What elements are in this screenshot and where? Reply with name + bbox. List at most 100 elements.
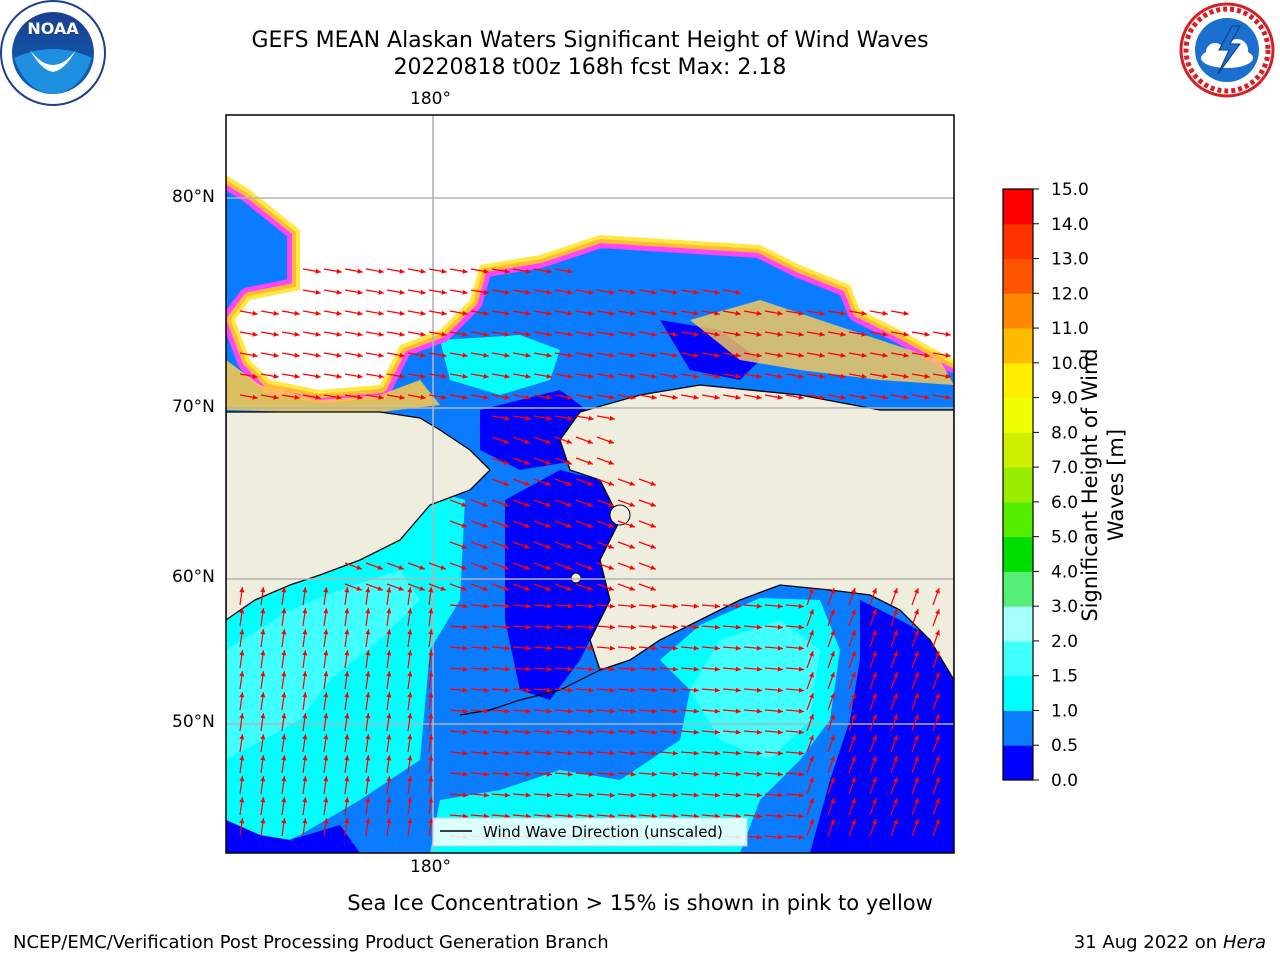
wave-arrow-head — [239, 797, 245, 803]
wave-arrow-head — [882, 310, 888, 316]
wave-arrow-head — [587, 565, 593, 570]
colorbar-segment — [1003, 640, 1033, 677]
wave-arrow-head — [399, 352, 405, 358]
wave-arrow-head — [851, 693, 856, 699]
wave-arrow-head — [302, 608, 308, 614]
wave-arrow-head — [323, 755, 329, 761]
wave-arrow-head — [252, 331, 258, 337]
wave-arrow-head — [386, 713, 392, 719]
colorbar-segment — [1003, 328, 1033, 364]
wave-arrow-head — [407, 776, 413, 782]
wave-arrow-head — [428, 734, 434, 740]
wave-arrow-head — [935, 777, 940, 783]
wave-arrow-head — [809, 714, 814, 720]
wave-arrow-head — [483, 624, 489, 630]
wave-arrow-head — [386, 692, 392, 698]
wave-arrow-head — [441, 394, 447, 400]
wave-arrow-head — [546, 603, 552, 609]
wave-arrow-head — [588, 373, 594, 379]
wave-arrow-head — [756, 624, 762, 630]
wave-arrow-head — [924, 331, 930, 337]
wave-arrow-head — [386, 587, 392, 593]
wave-arrow-head — [609, 373, 615, 379]
wave-arrow-head — [777, 792, 783, 798]
wave-arrow-head — [344, 692, 350, 698]
wave-arrow-head — [693, 331, 699, 337]
wave-arrow-head — [672, 687, 678, 693]
wave-arrow-head — [651, 708, 657, 714]
wave-arrow-head — [323, 818, 329, 824]
wave-arrow-head — [483, 645, 489, 651]
wave-arrow-head — [260, 650, 266, 656]
wave-arrow-head — [651, 603, 657, 609]
colorbar-segment — [1003, 467, 1033, 503]
wave-arrow-head — [630, 310, 636, 316]
aleutian-chain — [459, 669, 601, 716]
wave-arrow-head — [714, 373, 720, 379]
colorbar-segment — [1003, 432, 1033, 468]
wave-arrow-head — [756, 373, 762, 379]
wave-arrow-head — [504, 624, 510, 630]
wave-arrow-head — [872, 693, 877, 699]
wave-arrow-head — [503, 544, 509, 549]
colorbar-tick-label: 13.0 — [1051, 250, 1089, 270]
wave-arrow-head — [462, 289, 468, 295]
wave-arrow-head — [399, 268, 405, 274]
wave-arrow-head — [462, 687, 468, 693]
wave-arrow-head — [302, 629, 308, 635]
wave-arrow-head — [672, 645, 678, 651]
wave-arrow-head — [851, 609, 856, 615]
wave-arrow-head — [809, 798, 814, 804]
wave-arrow-head — [315, 394, 321, 400]
wave-arrow-head — [693, 813, 699, 819]
wave-arrow-head — [651, 331, 657, 337]
colorbar-tick-label: 4.0 — [1051, 562, 1078, 582]
wave-arrow-head — [483, 394, 489, 400]
wave-arrow-head — [239, 671, 245, 677]
wave-arrow-head — [399, 331, 405, 337]
wave-arrow-head — [323, 650, 329, 656]
wave-arrow-head — [588, 771, 594, 777]
wave-arrow-head — [525, 289, 531, 295]
wave-arrow-head — [503, 523, 509, 528]
wave-arrow-head — [893, 735, 898, 741]
wave-arrow-head — [714, 352, 720, 358]
wave-arrow-head — [428, 629, 434, 635]
wave-arrow-head — [462, 645, 468, 651]
colorbar-segment — [1003, 606, 1033, 642]
wave-arrow-head — [420, 310, 426, 316]
wave-arrow-head — [608, 586, 614, 591]
wave-arrow-head — [524, 523, 530, 528]
wave-arrow-head — [440, 565, 446, 570]
colorbar-segment — [1003, 675, 1033, 711]
wave-arrow-head — [798, 792, 804, 798]
wave-arrow-head — [872, 609, 877, 615]
wave-arrow-head — [281, 713, 287, 719]
wave-arrow-head — [281, 818, 287, 824]
wave-arrow-head — [588, 289, 594, 295]
wave-arrow-head — [504, 331, 510, 337]
wave-arrow-head — [273, 331, 279, 337]
wave-arrow-head — [588, 687, 594, 693]
wave-arrow-head — [504, 603, 510, 609]
wave-arrow-head — [609, 792, 615, 798]
wave-arrow-head — [735, 603, 741, 609]
wave-arrow-head — [525, 813, 531, 819]
wave-arrow-head — [608, 502, 614, 507]
noaa-logo-text: NOAA — [27, 19, 79, 38]
wave-arrow-head — [914, 819, 919, 825]
wave-arrow-head — [851, 798, 856, 804]
wave-arrow-head — [672, 771, 678, 777]
wave-arrow-head — [777, 834, 783, 840]
wave-arrow-head — [365, 671, 371, 677]
wave-arrow-head — [882, 352, 888, 358]
colorbar-tick-label: 15.0 — [1051, 180, 1089, 200]
colorbar-segment — [1003, 293, 1033, 329]
wave-arrow-head — [386, 797, 392, 803]
wave-arrow-head — [483, 289, 489, 295]
wave-arrow-head — [294, 310, 300, 316]
wave-arrow-head — [462, 310, 468, 316]
wave-arrow-head — [441, 373, 447, 379]
wave-arrow-head — [323, 629, 329, 635]
wave-arrow-head — [260, 692, 266, 698]
